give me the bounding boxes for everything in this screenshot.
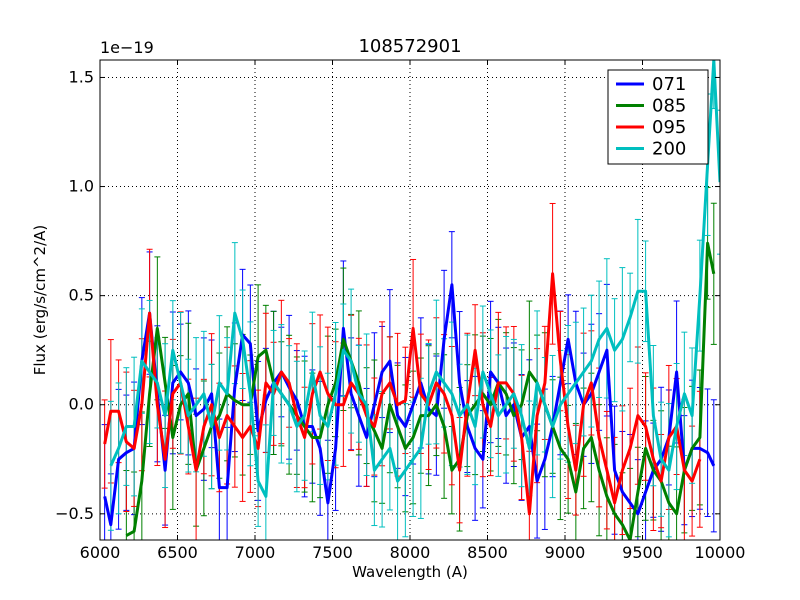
legend-label-085: 085	[652, 96, 686, 117]
y-axis-ticks: −0.5 0.0 0.5 1.0 1.5	[55, 67, 720, 523]
y-tick-label: 0.5	[69, 286, 94, 305]
x-tick-label: 10000	[695, 543, 746, 562]
y-tick-label: 1.0	[69, 177, 94, 196]
x-tick-label: 9000	[545, 543, 586, 562]
x-tick-label: 8000	[390, 543, 431, 562]
series-line-071	[103, 283, 716, 527]
x-axis-ticks: 6000 6500 7000 7500 8000 8500 9000 9500 10000	[80, 60, 746, 562]
y-tick-label: −0.5	[55, 504, 94, 523]
legend-label-071: 071	[652, 74, 686, 95]
x-tick-label: 8500	[467, 543, 508, 562]
x-tick-label: 9500	[622, 543, 663, 562]
series-lines	[103, 60, 720, 540]
x-tick-label: 6000	[80, 543, 121, 562]
y-multiplier-label: 1e−19	[100, 38, 154, 57]
y-axis-label: Flux (erg/s/cm^2/A)	[31, 225, 49, 376]
series-line-085	[125, 241, 716, 540]
x-tick-label: 7500	[312, 543, 353, 562]
y-tick-label: 1.5	[69, 67, 94, 86]
x-axis-label: Wavelength (A)	[352, 563, 468, 581]
series-line-095	[103, 272, 702, 516]
y-tick-label: 0.0	[69, 395, 94, 414]
x-tick-label: 7000	[235, 543, 276, 562]
legend-label-200: 200	[652, 139, 686, 160]
series-line-200	[109, 60, 720, 498]
legend-label-095: 095	[652, 117, 686, 138]
chart-title: 108572901	[358, 36, 461, 57]
x-tick-label: 6500	[157, 543, 198, 562]
